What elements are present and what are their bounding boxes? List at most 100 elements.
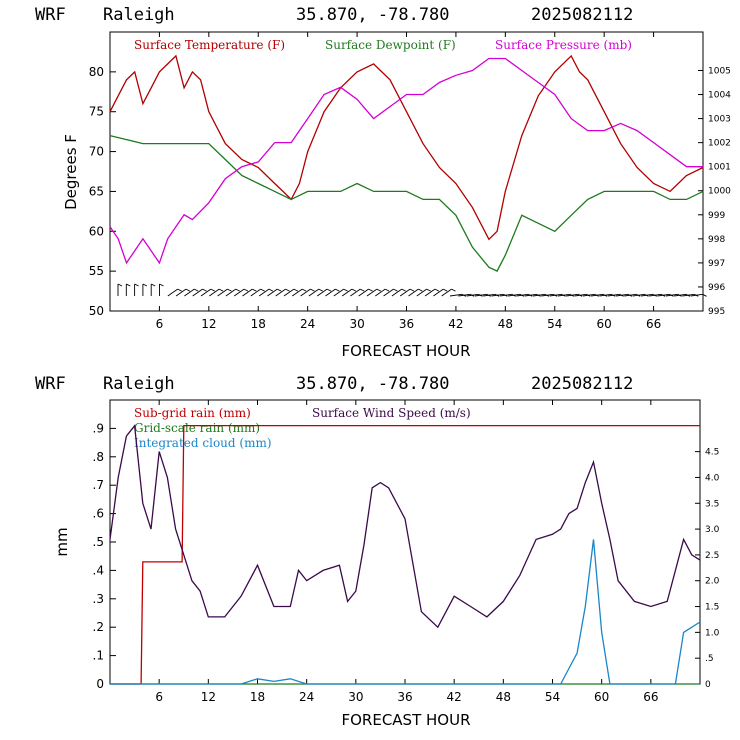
wind-barb-shaft — [283, 288, 295, 297]
bottom-y-axis-label: mm — [53, 527, 71, 556]
top-y-tick-label: 55 — [89, 264, 104, 278]
wind-barb-shaft — [466, 293, 479, 297]
bottom-x-tick-label: 18 — [250, 690, 265, 704]
wind-barb-flag — [351, 288, 357, 292]
bottom-x-tick-label: 30 — [348, 690, 363, 704]
bottom-series-integrated-cloud-mm — [110, 539, 701, 685]
legend-pressure: Surface Pressure (mb) — [495, 38, 632, 52]
top-x-axis-label: FORECAST HOUR — [341, 342, 470, 360]
wind-barb-shaft — [516, 293, 529, 297]
wind-barb-shaft — [267, 288, 278, 297]
wind-barb-shaft — [391, 288, 402, 297]
top-x-tick-label: 18 — [251, 317, 266, 331]
wind-barb-flag — [202, 288, 207, 292]
top-x-tick-label: 60 — [597, 317, 612, 331]
wind-barb-flag — [360, 288, 365, 292]
top-series — [109, 54, 704, 272]
bottom-x-tick-label: 66 — [643, 690, 658, 704]
bottom-x-tick-label: 60 — [594, 690, 609, 704]
wind-barb-flag — [368, 288, 373, 292]
top-y2-tick-label: 1005 — [708, 66, 731, 76]
top-header: WRF Raleigh 35.870, -78.780 2025082112 — [35, 5, 633, 25]
wind-barb-shaft — [433, 288, 444, 297]
wind-barb-flag — [194, 288, 199, 292]
wind-barb-shaft — [632, 293, 645, 297]
wind-barb-shaft — [408, 288, 419, 297]
wind-barb-shaft — [690, 293, 703, 297]
wind-barb-shaft — [458, 293, 471, 297]
top-legend: Surface Temperature (F) Surface Dewpoint… — [134, 38, 632, 52]
bottom-model: WRF — [35, 374, 66, 394]
top-plot-frame — [109, 31, 704, 312]
top-axis-ticks: 6 12 18 24 30 36 42 48 54 60 66 50 55 60 65 70 75 80 995 99… — [89, 32, 731, 331]
wind-barb-shaft — [383, 288, 394, 297]
legend-wind-speed: Surface Wind Speed (m/s) — [312, 406, 471, 420]
top-model: WRF — [35, 5, 66, 25]
wind-barb-flag — [301, 288, 307, 292]
wind-barb-flag — [150, 283, 156, 287]
wind-barb-shaft — [350, 288, 361, 297]
wind-barb-flag — [227, 288, 232, 292]
bottom-x-tick-label: 54 — [545, 690, 560, 704]
bottom-y-tick-label: 0 — [96, 677, 104, 691]
wind-barb-flag — [310, 288, 315, 292]
bottom-series-surface-wind-speed-m-s — [109, 424, 701, 629]
wind-barb-shaft — [624, 293, 637, 297]
wind-barb-shaft — [258, 288, 270, 297]
wind-barb-flag — [117, 283, 123, 287]
wind-barb-flag — [443, 288, 448, 292]
top-x-tick-label: 30 — [349, 317, 364, 331]
bottom-y-tick-label: .7 — [93, 478, 104, 492]
wind-barb-flag — [451, 288, 456, 292]
wind-barb-shaft — [640, 293, 653, 297]
bottom-y2-tick-label: 3.0 — [705, 525, 720, 535]
bottom-legend: Sub-grid rain (mm) Grid-scale rain (mm) … — [134, 406, 471, 450]
wind-barb-shaft — [325, 288, 336, 297]
wind-barb-shaft — [474, 293, 487, 297]
wind-barb-shaft — [167, 288, 178, 297]
wind-barb-shaft — [549, 293, 562, 297]
wind-barb-shaft — [416, 288, 427, 297]
bottom-site: Raleigh — [103, 374, 175, 394]
wind-barb-flag — [326, 288, 332, 292]
bottom-run: 2025082112 — [531, 374, 633, 394]
wind-barb-shaft — [250, 288, 261, 297]
wind-barb-shaft — [192, 288, 203, 297]
wind-barb-flag — [393, 288, 398, 292]
wind-barb-flag — [126, 283, 131, 287]
bottom-y-tick-label: .5 — [93, 535, 104, 549]
legend-subgrid-rain: Sub-grid rain (mm) — [134, 406, 251, 420]
wind-barb-shaft — [508, 293, 521, 297]
bottom-x-tick-label: 6 — [155, 690, 163, 704]
bottom-x-tick-label: 48 — [496, 690, 511, 704]
bottom-x-tick-label: 36 — [397, 690, 412, 704]
bottom-y-tick-label: .9 — [93, 421, 104, 435]
wind-barb-flag — [426, 288, 431, 292]
bottom-series-sub-grid-rain-mm — [110, 424, 700, 685]
wind-barb-shaft — [649, 293, 662, 297]
top-y2-tick-label: 1001 — [708, 163, 731, 173]
bottom-y2-tick-label: .5 — [705, 654, 714, 664]
wind-barb-shaft — [657, 293, 670, 297]
legend-grid-rain: Grid-scale rain (mm) — [134, 421, 260, 435]
wind-barb-flag — [277, 288, 282, 292]
legend-dewpoint: Surface Dewpoint (F) — [325, 38, 456, 52]
wind-barb-flag — [293, 288, 299, 292]
top-series-surface-dewpoint-f — [109, 134, 704, 272]
top-y-tick-label: 60 — [89, 224, 104, 238]
top-y2-tick-label: 1003 — [708, 115, 731, 125]
wind-barb-flag — [159, 283, 164, 287]
top-y-tick-label: 70 — [89, 145, 104, 159]
wind-barb-flag — [376, 288, 382, 292]
bottom-x-tick-label: 24 — [299, 690, 314, 704]
top-x-tick-label: 66 — [646, 317, 661, 331]
wind-barb-flag — [343, 288, 348, 292]
bottom-y-tick-label: .4 — [93, 563, 104, 577]
wind-barb-shaft — [607, 293, 620, 297]
wind-barb-flag — [218, 288, 224, 292]
top-y-tick-label: 75 — [89, 105, 104, 119]
bottom-x-axis-label: FORECAST HOUR — [341, 711, 470, 729]
top-y2-tick-label: 999 — [708, 211, 725, 221]
wind-barb-shaft — [225, 288, 236, 297]
wind-barb-shaft — [524, 293, 537, 297]
